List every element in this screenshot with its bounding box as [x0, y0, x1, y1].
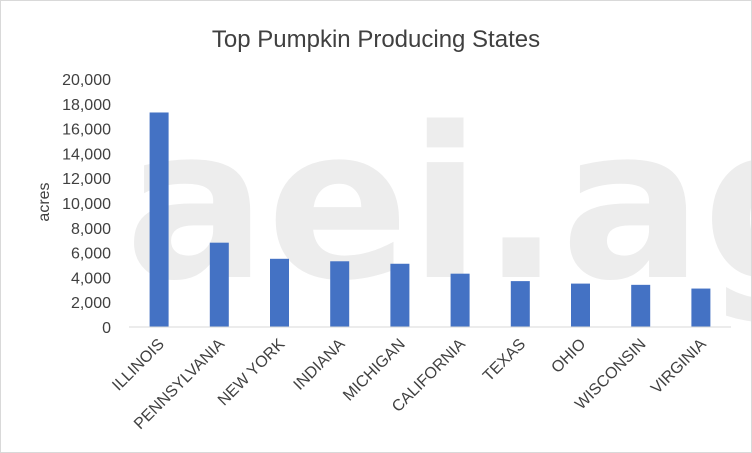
y-tick-label: 10,000	[62, 196, 111, 213]
x-tick-label: OHIO	[548, 336, 589, 377]
y-tick-label: 6,000	[71, 246, 111, 263]
y-tick-label: 2,000	[71, 295, 111, 312]
x-tick-label: ILLINOIS	[109, 336, 168, 395]
y-tick-label: 4,000	[71, 270, 111, 287]
bar-pennsylvania	[209, 242, 229, 327]
y-tick-label: 0	[102, 320, 111, 337]
x-tick-label: TEXAS	[480, 336, 529, 385]
bar-michigan	[390, 263, 410, 327]
bar-virginia	[691, 288, 711, 327]
chart-title: Top Pumpkin Producing States	[212, 26, 540, 53]
bar-illinois	[149, 112, 169, 327]
x-tick-label: VIRGINIA	[648, 336, 710, 398]
y-tick-label: 20,000	[62, 72, 111, 89]
bar-wisconsin	[631, 284, 651, 327]
x-tick-label: INDIANA	[291, 336, 349, 394]
y-tick-label: 16,000	[62, 122, 111, 139]
bar-texas	[510, 281, 530, 327]
y-tick-label: 14,000	[62, 146, 111, 163]
bar-california	[450, 273, 470, 327]
bar-new-york	[270, 258, 289, 327]
bars	[149, 112, 711, 327]
bar-ohio	[571, 283, 590, 327]
y-tick-label: 12,000	[62, 171, 111, 188]
y-axis-label: acres	[36, 182, 53, 221]
y-tick-label: 18,000	[62, 97, 111, 114]
bar-indiana	[330, 261, 350, 327]
y-axis-ticks: 0 2,000 4,000 6,000 8,000 10,000 12,000 14,000 1…	[62, 72, 111, 337]
y-tick-label: 8,000	[71, 221, 111, 238]
